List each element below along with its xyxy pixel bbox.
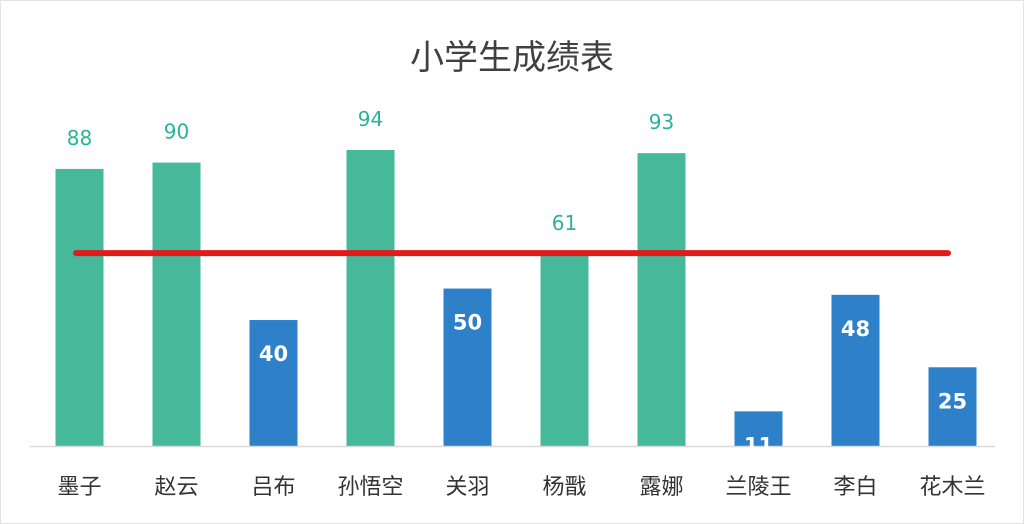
category-label-4: 孙悟空 [337,475,403,500]
bars-layer [55,150,977,447]
data-label-1: 88 [67,126,92,150]
bar-5 [443,288,492,446]
category-label-9: 李白 [833,475,877,500]
data-label-5: 50 [453,311,482,335]
chart-title: 小学生成绩表 [410,38,614,78]
category-label-5: 关羽 [445,475,489,500]
category-label-1: 墨子 [57,475,101,500]
bar-7 [637,153,686,447]
category-labels-layer: 墨子 赵云 吕布 孙悟空 关羽 杨戬 露娜 兰陵王 李白 花木兰 [57,475,985,500]
category-label-2: 赵云 [154,475,198,500]
data-labels-layer: 88 90 40 94 50 61 93 11 48 25 [67,107,967,457]
category-label-10: 花木兰 [919,475,985,500]
data-label-9: 48 [841,317,870,341]
bar-3 [249,320,298,446]
category-label-8: 兰陵王 [725,475,791,500]
data-label-10: 25 [938,389,967,413]
data-label-6: 61 [552,211,577,235]
bar-4 [346,150,395,446]
bar-1 [55,168,104,446]
category-label-7: 露娜 [639,475,683,500]
bar-8 [734,411,783,446]
category-label-6: 杨戬 [542,475,586,500]
bar-2 [152,162,201,446]
category-label-3: 吕布 [251,475,295,500]
data-label-2: 90 [164,120,189,144]
data-label-4: 94 [358,107,383,131]
bar-6 [540,253,589,446]
bar-9 [831,294,880,446]
data-label-8: 11 [744,433,773,457]
data-label-7: 93 [649,110,674,134]
bar-10 [928,367,977,446]
data-label-3: 40 [259,342,288,366]
